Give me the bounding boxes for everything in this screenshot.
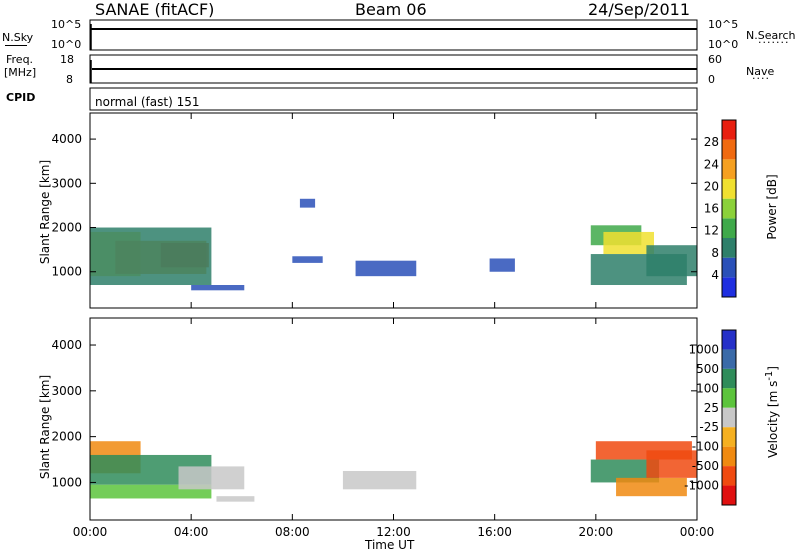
nave-bottom-tick: 0: [708, 73, 715, 86]
data-patch-5: [299, 198, 316, 208]
data-patch-4: [216, 496, 255, 502]
cpid-value: normal (fast) 151: [95, 95, 200, 109]
velocity-colorbar-swatch-3: [722, 388, 736, 408]
data-patch-5: [342, 470, 417, 490]
date-title: 24/Sep/2011: [588, 0, 691, 19]
power-colorbar-swatch-3: [722, 218, 736, 238]
power-colorbar-frame: [721, 119, 737, 298]
power-colorbar-tick-4: 4: [711, 268, 719, 282]
x-tick-label-2: 08:00: [275, 525, 310, 539]
data-patch-4: [191, 285, 245, 291]
nave-top-tick: 60: [708, 53, 722, 66]
nsearch-label: N.Search: [746, 29, 796, 42]
power-colorbar-swatch-4: [722, 198, 736, 219]
nave-label: Nave: [746, 65, 775, 78]
data-patch-9: [646, 450, 697, 478]
y-tick-label-1000: 1000: [51, 475, 82, 489]
data-patch-8: [489, 258, 515, 272]
velocity-ylabel: Slant Range [km]: [38, 374, 52, 480]
power-colorbar-swatch-8: [722, 120, 736, 140]
velocity-colorbar-label: Velocity [m s-1]: [764, 366, 780, 458]
velocity-colorbar-tick-7: -1000: [684, 479, 719, 493]
freq-bottom-tick: 8: [66, 73, 73, 86]
velocity-colorbar-swatch-5: [722, 427, 736, 447]
velocity-colorbar-tick-1: 500: [696, 362, 719, 376]
power-colorbar-swatch-0: [722, 277, 736, 297]
power-colorbar-tick-8: 8: [711, 246, 719, 260]
nsearch-dots: ·······: [758, 36, 790, 49]
x-tick-label-3: 12:00: [376, 525, 411, 539]
power-colorbar: 4 8 12 16 20 24 28: [704, 119, 737, 298]
y-tick-label-2000: 2000: [51, 430, 82, 444]
power-colorbar-tick-28: 28: [704, 135, 719, 149]
power-colorbar-tick-24: 24: [704, 157, 719, 171]
velocity-colorbar-tick-6: -500: [692, 459, 719, 473]
cpid-label: CPID: [6, 91, 36, 104]
nsky-top-tick: 10^5: [51, 18, 82, 31]
velocity-colorbar-swatch-4: [722, 407, 736, 428]
freq-label-line1: Freq.: [6, 53, 34, 66]
data-patch-3: [90, 227, 212, 286]
power-ylabel: Slant Range [km]: [38, 159, 52, 265]
nsky-label: N.Sky: [2, 31, 34, 44]
x-tick-label-0: 00:00: [73, 525, 108, 539]
power-colorbar-label: Power [dB]: [765, 174, 779, 240]
nsearch-top-tick: 10^5: [708, 18, 739, 31]
velocity-colorbar-swatch-0: [722, 330, 736, 350]
velocity-colorbar-swatch-7: [722, 466, 736, 486]
power-colorbar-swatch-2: [722, 238, 736, 258]
power-panel: 1000 2000 3000 4000: [51, 112, 698, 309]
beam-title: Beam 06: [355, 0, 427, 19]
nsky-bottom-tick: 10^0: [51, 38, 82, 51]
data-patch-7: [355, 260, 417, 277]
velocity-colorbar-tick-5: -100: [692, 440, 719, 454]
x-tick-label-5: 20:00: [579, 525, 614, 539]
data-patch-7: [590, 459, 660, 483]
station-title: SANAE (fitACF): [95, 0, 215, 19]
y-tick-label-3000: 3000: [51, 384, 82, 398]
y-tick-label-1000: 1000: [51, 265, 82, 279]
power-colorbar-swatch-1: [722, 257, 736, 278]
data-patch-12: [646, 245, 697, 277]
data-patch-3: [178, 466, 245, 490]
x-tick-label-4: 16:00: [477, 525, 512, 539]
power-colorbar-tick-12: 12: [704, 224, 719, 238]
power-colorbar-tick-20: 20: [704, 179, 719, 193]
freq-label-line2: [MHz]: [4, 66, 37, 79]
velocity-colorbar-frame: [721, 329, 737, 506]
velocity-colorbar: 1000 500 100 25 -25 -100 -500 -1000: [684, 329, 737, 506]
velocity-colorbar-tick-4: -25: [699, 420, 719, 434]
x-tick-label-1: 04:00: [174, 525, 209, 539]
time-axis: 00:00 04:00 08:00 12:00 16:00 20:00 00:00: [73, 525, 715, 539]
velocity-colorbar-tick-3: 25: [704, 401, 719, 415]
velocity-colorbar-tick-2: 100: [696, 381, 719, 395]
freq-top-tick: 18: [60, 53, 74, 66]
nave-dots: ····: [752, 72, 770, 85]
power-colorbar-swatch-5: [722, 179, 736, 199]
velocity-colorbar-tick-0: 1000: [688, 342, 719, 356]
data-patch-10: [603, 231, 655, 255]
x-axis-label: Time UT: [365, 538, 415, 552]
y-tick-label-3000: 3000: [51, 176, 82, 190]
power-colorbar-swatch-7: [722, 139, 736, 160]
velocity-colorbar-swatch-8: [722, 485, 736, 505]
y-tick-label-4000: 4000: [51, 132, 82, 146]
velocity-colorbar-swatch-1: [722, 349, 736, 369]
y-tick-label-4000: 4000: [51, 338, 82, 352]
velocity-colorbar-swatch-6: [722, 446, 736, 467]
power-colorbar-swatch-6: [722, 159, 736, 179]
strip-frame-2: [89, 87, 698, 111]
power-colorbar-tick-16: 16: [704, 202, 719, 216]
strip-panels: [89, 19, 698, 111]
velocity-panel: 1000 2000 3000 4000: [51, 317, 698, 521]
data-patch-6: [292, 256, 323, 263]
y-tick-label-2000: 2000: [51, 221, 82, 235]
velocity-colorbar-swatch-2: [722, 368, 736, 389]
nsky-underline: [5, 45, 27, 46]
nsearch-bottom-tick: 10^0: [708, 38, 739, 51]
x-tick-label-6: 00:00: [680, 525, 715, 539]
strip-frame-0: [89, 19, 698, 51]
data-patch-8: [616, 477, 687, 497]
